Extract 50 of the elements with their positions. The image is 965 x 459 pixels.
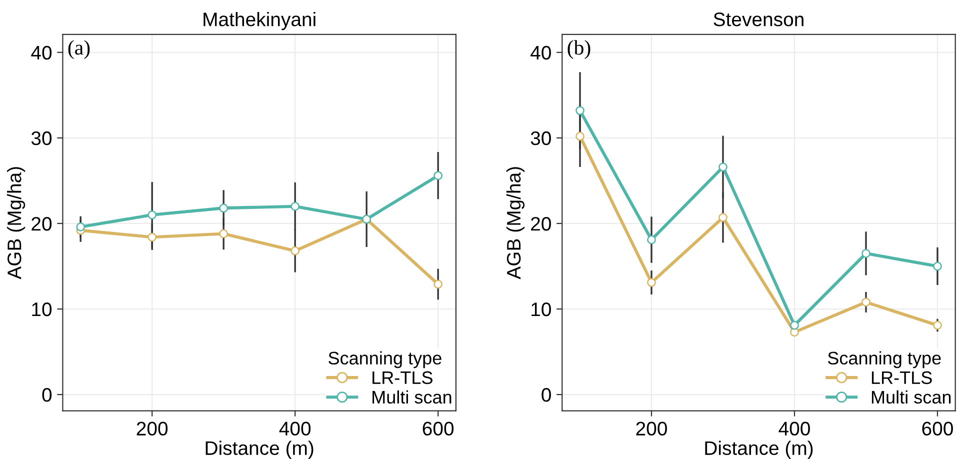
point — [219, 204, 228, 212]
y-tick-label: 10 — [532, 302, 551, 316]
y-tick-label: 40 — [31, 46, 52, 60]
point — [576, 132, 584, 141]
point — [434, 171, 443, 180]
point — [76, 222, 86, 232]
point — [148, 232, 157, 242]
point — [933, 320, 942, 330]
x-axis-title: Distance (m) — [206, 440, 314, 459]
point — [718, 213, 728, 222]
x-tick-label: 200 — [636, 422, 667, 436]
point — [718, 162, 728, 172]
legend-label: LR-TLS — [372, 371, 432, 384]
legend-title: Scanning type — [828, 351, 941, 368]
x-axis-title: Distance (m) — [705, 440, 813, 459]
x-tick-label: 400 — [778, 422, 810, 436]
point — [219, 229, 228, 238]
x-tick-label: 400 — [279, 422, 311, 436]
chart-title: Mathekinyani — [204, 12, 316, 30]
legend-label: Multi scan — [372, 390, 452, 404]
point — [933, 262, 942, 271]
x-tick-label: 600 — [922, 422, 953, 436]
x-tick-label: 200 — [136, 422, 168, 436]
y-tick-label: 0 — [542, 388, 551, 402]
point — [148, 210, 157, 220]
y-tick-label: 30 — [530, 131, 551, 146]
y-tick-label: 40 — [530, 46, 551, 60]
point — [862, 298, 870, 307]
point — [290, 202, 300, 211]
y-axis-title: AGB (Mg/ha) — [506, 167, 525, 280]
legend-title: Scanning type — [328, 351, 442, 368]
annotation: (a) — [68, 40, 90, 59]
y-tick-label: 10 — [32, 302, 52, 316]
y-tick-label: 0 — [42, 388, 52, 402]
legend-label: LR-TLS — [872, 371, 932, 384]
point — [647, 278, 656, 287]
point — [647, 235, 656, 244]
legend-label: Multi scan — [872, 390, 951, 404]
point — [434, 280, 443, 289]
point — [862, 248, 870, 258]
y-tick-label: 20 — [32, 216, 52, 231]
chart-title: Stevenson — [714, 12, 804, 26]
point — [576, 106, 584, 115]
annotation: (b) — [568, 40, 590, 59]
point — [290, 246, 300, 256]
y-tick-label: 20 — [531, 216, 551, 231]
y-axis-title: AGB (Mg/ha) — [7, 167, 26, 280]
y-tick-label: 30 — [31, 131, 52, 146]
x-tick-label: 600 — [422, 422, 454, 436]
point — [790, 320, 799, 330]
